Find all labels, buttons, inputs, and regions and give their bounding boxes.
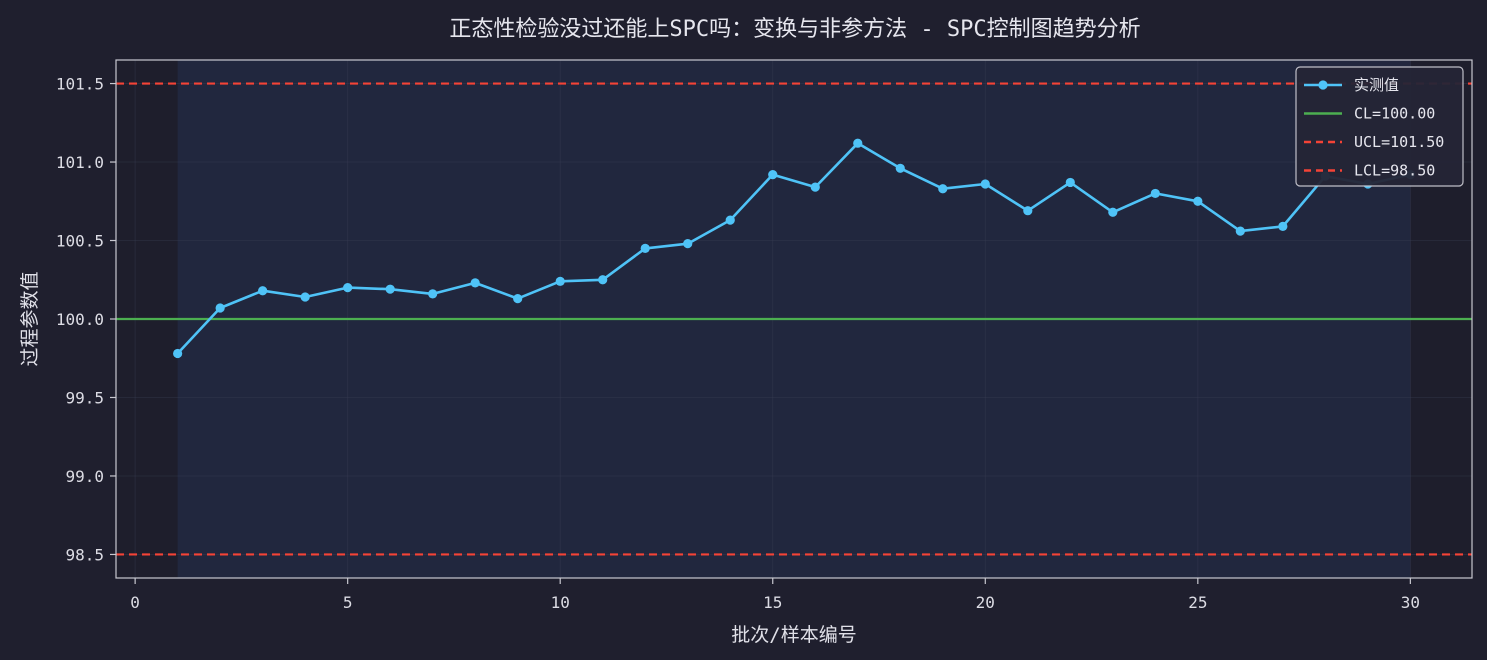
- legend-label: UCL=101.50: [1354, 133, 1444, 151]
- data-point: [1065, 177, 1075, 188]
- data-point: [258, 286, 268, 296]
- legend-label: 实测值: [1354, 76, 1399, 94]
- data-point: [1193, 196, 1203, 206]
- x-tick-label: 0: [130, 593, 140, 612]
- data-point: [768, 169, 778, 180]
- data-point: [640, 243, 650, 253]
- y-tick-label: 98.5: [65, 545, 104, 564]
- data-point: [513, 293, 523, 304]
- data-point: [1278, 221, 1288, 231]
- legend: 实测值 CL=100.00 UCL=101.50 LCL=98.50: [1295, 66, 1464, 187]
- data-point: [1235, 226, 1245, 236]
- y-tick-label: 101.5: [56, 75, 104, 94]
- y-axis-label: 过程参数值: [19, 271, 41, 366]
- x-axis-label: 批次/样本编号: [731, 624, 856, 646]
- data-point: [895, 163, 905, 173]
- legend-label: CL=100.00: [1354, 105, 1435, 123]
- data-point: [980, 179, 990, 189]
- legend-label: LCL=98.50: [1354, 162, 1435, 180]
- x-tick-label: 10: [551, 593, 570, 612]
- y-tick-label: 99.5: [65, 388, 104, 407]
- data-point: [343, 283, 353, 293]
- x-tick-label: 15: [763, 593, 782, 612]
- series-layer: [173, 138, 1415, 359]
- data-point: [725, 215, 735, 225]
- data-point: [1150, 188, 1160, 199]
- x-tick-label: 30: [1401, 593, 1420, 612]
- legend-marker: [1318, 80, 1328, 90]
- data-point: [300, 292, 310, 302]
- data-point: [215, 303, 225, 313]
- data-point: [173, 348, 183, 359]
- x-axis-ticks: 0 5 10 15 20 25 30: [130, 578, 1420, 612]
- x-tick-label: 20: [976, 593, 995, 612]
- data-point: [385, 284, 395, 294]
- control-limit-lines: [116, 82, 1472, 556]
- legend-box: [1295, 66, 1464, 187]
- y-tick-label: 100.5: [56, 232, 104, 251]
- data-point: [1108, 207, 1118, 217]
- y-tick-label: 101.0: [56, 153, 104, 172]
- data-point: [853, 138, 863, 148]
- data-point: [555, 276, 565, 286]
- data-point: [938, 184, 948, 194]
- series-line-measured: [176, 141, 1411, 355]
- y-tick-label: 100.0: [56, 310, 104, 329]
- y-axis-ticks: 98.5 99.0 99.5 100.0 100.5 101.0 101.5: [56, 75, 116, 564]
- data-point: [598, 275, 608, 285]
- data-point: [470, 278, 480, 288]
- chart-title: 正态性检验没过还能上SPC吗：变换与非参方法 - SPC控制图趋势分析: [449, 17, 1140, 42]
- data-point: [810, 182, 820, 192]
- x-tick-label: 5: [343, 593, 353, 612]
- data-point: [1023, 206, 1033, 216]
- y-tick-label: 99.0: [65, 467, 104, 486]
- x-tick-label: 25: [1188, 593, 1207, 612]
- data-point: [428, 289, 438, 299]
- data-point: [683, 239, 693, 249]
